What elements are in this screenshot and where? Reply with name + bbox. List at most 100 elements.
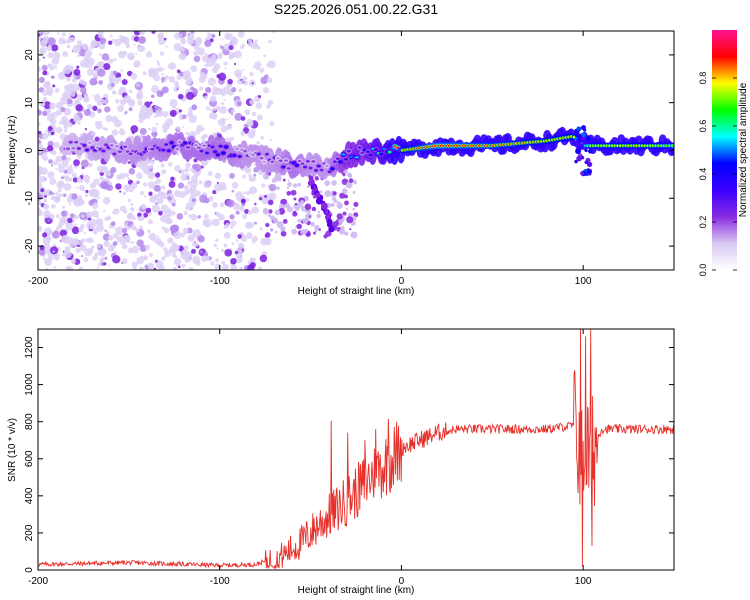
heatmap-cell <box>224 248 233 257</box>
heatmap-cell <box>262 173 270 180</box>
heatmap-cell <box>121 78 128 85</box>
heatmap-cell <box>115 226 124 235</box>
heatmap-cell <box>186 112 192 117</box>
heatmap-cell <box>198 180 203 185</box>
heatmap-cell <box>161 256 166 261</box>
heatmap-cell <box>140 104 148 112</box>
heatmap-cell <box>65 178 69 182</box>
heatmap-cell <box>168 180 176 188</box>
heatmap-cell <box>174 80 179 85</box>
heatmap-cell <box>348 178 354 184</box>
heatmap-cell <box>56 32 60 35</box>
heatmap-cell <box>346 216 354 224</box>
heatmap-cell <box>191 198 196 203</box>
heatmap-cell <box>245 198 250 202</box>
heatmap-cell <box>96 243 101 248</box>
heatmap-cell <box>130 73 138 80</box>
heatmap-cell <box>266 63 270 67</box>
heatmap-cell <box>69 177 73 181</box>
heatmap-cell <box>230 225 234 229</box>
heatmap-cell <box>62 118 70 126</box>
heatmap-cell <box>304 203 312 211</box>
heatmap-cell <box>230 257 237 265</box>
heatmap-cell <box>82 80 88 86</box>
heatmap-cell <box>93 149 98 151</box>
heatmap-cell <box>267 99 274 106</box>
heatmap-cell <box>242 68 245 72</box>
heatmap-cell <box>168 62 177 70</box>
heatmap-cell <box>187 37 195 45</box>
heatmap-cell <box>187 33 191 36</box>
heatmap-cell <box>99 37 107 45</box>
heatmap-cell <box>47 37 56 46</box>
heatmap-cell <box>71 172 77 178</box>
heatmap-cell <box>261 183 266 188</box>
heatmap-cell <box>231 86 237 93</box>
heatmap-cell <box>253 257 257 261</box>
heatmap-cell <box>177 141 182 143</box>
heatmap-cell <box>143 195 147 198</box>
heatmap-cell <box>236 101 242 107</box>
heatmap-cell <box>179 71 185 77</box>
heatmap-cell <box>239 212 242 215</box>
heatmap-cell <box>76 154 82 159</box>
x-tick-label: 100 <box>575 276 592 287</box>
heatmap-cell <box>172 80 175 84</box>
heatmap-cell <box>76 40 83 46</box>
heatmap-cell <box>139 127 147 136</box>
heatmap-cell <box>231 36 237 42</box>
heatmap-cell <box>251 82 254 85</box>
heatmap-cell <box>333 160 338 163</box>
heatmap-cell <box>346 172 352 178</box>
heatmap-cell <box>299 199 305 205</box>
heatmap-cell <box>240 130 246 136</box>
heatmap-cell <box>79 244 87 252</box>
heatmap-cell <box>161 149 166 151</box>
heatmap-cell <box>228 51 236 59</box>
heatmap-cell <box>224 67 227 70</box>
heatmap-cell <box>139 31 146 36</box>
heatmap-cell <box>58 180 65 187</box>
heatmap-cell <box>328 226 335 233</box>
heatmap-cell <box>585 136 591 141</box>
heatmap-cell <box>587 148 593 154</box>
heatmap-cell <box>95 93 100 98</box>
heatmap-cell <box>207 32 212 37</box>
heatmap-cell <box>80 118 83 121</box>
heatmap-cell <box>187 180 193 186</box>
heatmap-cell <box>282 219 288 224</box>
heatmap-cell <box>223 61 228 66</box>
heatmap-cell <box>164 249 172 257</box>
heatmap-cell <box>108 40 113 45</box>
heatmap-cell <box>133 31 141 36</box>
snr-x-axis-label: Height of straight line (km) <box>298 585 415 596</box>
heatmap-cell <box>136 180 140 185</box>
heatmap-cell <box>80 254 84 258</box>
heatmap-cell <box>175 148 180 150</box>
heatmap-cell <box>136 83 140 87</box>
heatmap-cell <box>162 110 169 118</box>
heatmap-cell <box>214 172 222 179</box>
heatmap-cell <box>135 52 138 55</box>
heatmap-cell <box>83 257 89 263</box>
heatmap-cell <box>112 255 121 264</box>
heatmap-cell <box>51 75 55 79</box>
heatmap-cell <box>109 144 114 147</box>
heatmap-cell <box>127 161 131 164</box>
heatmap-cell <box>128 89 133 93</box>
heatmap-cell <box>235 255 243 264</box>
heatmap-cell <box>76 65 80 69</box>
heatmap-cell <box>145 113 151 119</box>
heatmap-cell <box>151 85 159 94</box>
heatmap-cell <box>330 167 335 170</box>
heatmap-cell <box>51 57 60 65</box>
heatmap-cell <box>320 202 328 210</box>
heatmap-cell <box>244 109 251 116</box>
heatmap-cell <box>344 231 349 236</box>
heatmap-cell <box>65 222 74 231</box>
heatmap-cell <box>80 223 85 229</box>
heatmap-cell <box>223 231 231 239</box>
y-tick-label: -10 <box>24 191 35 206</box>
heatmap-cell <box>191 168 196 174</box>
heatmap-cell <box>173 230 182 240</box>
